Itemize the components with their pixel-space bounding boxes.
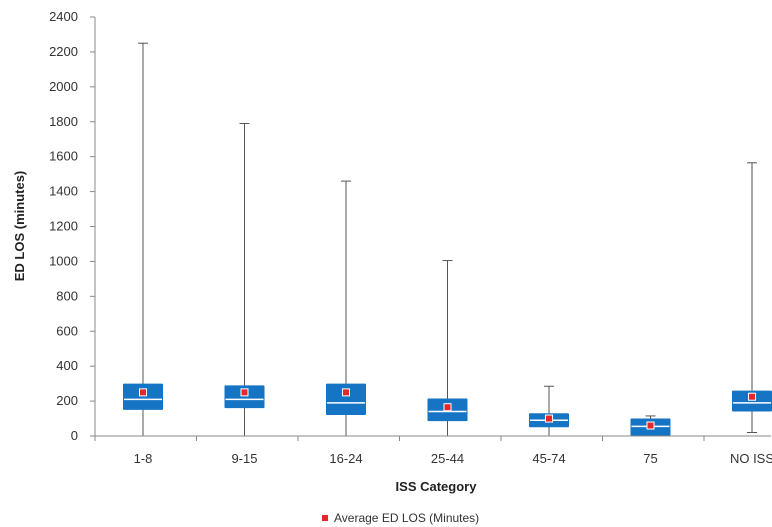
box-iqr bbox=[326, 383, 366, 416]
mean-marker bbox=[342, 388, 350, 397]
x-tick-label: 16-24 bbox=[329, 451, 362, 466]
y-tick-label: 400 bbox=[56, 358, 78, 373]
y-axis-title: ED LOS (minutes) bbox=[12, 171, 27, 282]
box-iqr bbox=[732, 390, 772, 412]
box-group bbox=[123, 42, 163, 437]
box-iqr bbox=[224, 385, 265, 409]
y-tick-label: 0 bbox=[71, 428, 78, 443]
legend: Average ED LOS (Minutes) bbox=[322, 511, 479, 525]
y-tick-label: 800 bbox=[56, 288, 78, 303]
y-axis-ticks: 0 200 400 600 800 1000 1200 1400 1600 1800 2000 220… bbox=[49, 9, 96, 443]
y-tick-label: 200 bbox=[56, 393, 78, 408]
mean-marker bbox=[646, 421, 655, 430]
legend-marker bbox=[322, 515, 328, 521]
y-tick-label: 1000 bbox=[49, 253, 78, 268]
y-tick-label: 1400 bbox=[49, 184, 78, 199]
y-tick-label: 2200 bbox=[49, 44, 78, 59]
box-group bbox=[427, 260, 468, 437]
x-tick-label: 75 bbox=[643, 451, 657, 466]
box-group bbox=[224, 122, 265, 437]
box-group bbox=[630, 415, 671, 437]
mean-marker bbox=[139, 388, 147, 397]
y-tick-label: 1600 bbox=[49, 149, 78, 164]
mean-marker bbox=[545, 414, 553, 423]
x-axis-title: ISS Category bbox=[396, 479, 478, 494]
box-group bbox=[529, 385, 569, 437]
x-tick-label: 25-44 bbox=[431, 451, 464, 466]
y-tick-label: 600 bbox=[56, 323, 78, 338]
mean-marker bbox=[748, 392, 756, 401]
box-iqr bbox=[123, 383, 163, 410]
mean-marker bbox=[443, 403, 452, 412]
y-tick-label: 2400 bbox=[49, 9, 78, 24]
y-tick-label: 1200 bbox=[49, 219, 78, 234]
box-group bbox=[732, 162, 772, 434]
plot-area bbox=[123, 42, 772, 437]
mean-marker bbox=[240, 388, 249, 397]
x-tick-label: 1-8 bbox=[134, 451, 153, 466]
legend-label: Average ED LOS (Minutes) bbox=[334, 511, 479, 525]
x-tick-label: NO ISS bbox=[730, 451, 772, 466]
y-tick-label: 1800 bbox=[49, 114, 78, 129]
x-tick-label: 45-74 bbox=[532, 451, 565, 466]
x-tick-label: 9-15 bbox=[231, 451, 257, 466]
x-axis-ticks: 1-8 9-15 16-24 25-44 45-74 75 NO ISS bbox=[94, 435, 772, 466]
box-group bbox=[326, 180, 366, 437]
y-tick-label: 2000 bbox=[49, 79, 78, 94]
